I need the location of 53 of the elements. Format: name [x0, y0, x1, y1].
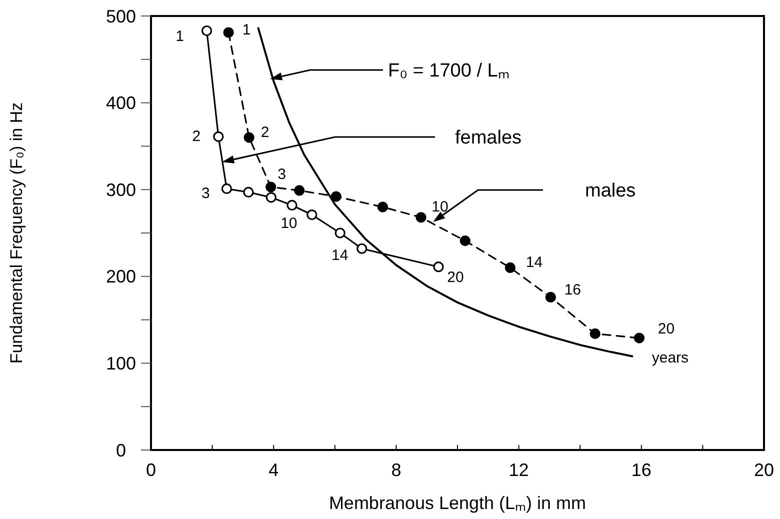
- annotation: 2: [260, 124, 270, 141]
- point: [433, 262, 444, 272]
- y-tick-label: 100: [106, 354, 136, 374]
- annotation: 3: [278, 166, 286, 184]
- point: [460, 236, 470, 246]
- point: [213, 131, 224, 142]
- point: [306, 209, 318, 220]
- y-axis-title: Fundamental Frequency (F₀) in Hz: [7, 102, 26, 364]
- point: [266, 182, 276, 192]
- point: [416, 212, 426, 223]
- annotation: 16: [564, 281, 582, 298]
- x-tick-label: 0: [146, 460, 156, 480]
- point: [294, 185, 305, 196]
- point: [504, 262, 516, 274]
- annotation: 1: [176, 28, 184, 46]
- x-tick-label: 8: [391, 460, 402, 480]
- annotation: 10: [432, 198, 448, 216]
- annotation: 3: [202, 184, 210, 202]
- annotation: males: [585, 180, 636, 202]
- point: [243, 186, 254, 198]
- x-tick-label: 12: [508, 460, 529, 480]
- annotation: 20: [658, 320, 675, 338]
- point: [221, 183, 232, 194]
- annotation: years: [652, 350, 689, 367]
- annotation: females: [455, 128, 522, 149]
- y-tick-label: 200: [106, 266, 136, 287]
- point: [244, 132, 254, 143]
- y-tick-label: 0: [116, 440, 126, 460]
- point: [590, 328, 600, 339]
- annotation: 20: [447, 269, 464, 286]
- y-tick-label: 400: [106, 93, 136, 114]
- point: [334, 228, 346, 238]
- y-tick-label: 500: [106, 6, 136, 26]
- x-tick-label: 4: [268, 460, 279, 480]
- annotation: 1: [242, 22, 251, 39]
- annotation: 2: [192, 128, 201, 145]
- x-tick-label: 16: [631, 460, 652, 480]
- point: [330, 191, 342, 202]
- point: [266, 192, 276, 203]
- point: [356, 243, 368, 254]
- x-axis-title: Membranous Length (Lₘ) in mm: [328, 493, 586, 513]
- point: [634, 332, 645, 344]
- annotation: 14: [332, 246, 348, 264]
- annotation: 14: [526, 254, 543, 271]
- point: [545, 292, 556, 303]
- annotation: 10: [280, 215, 298, 232]
- point: [223, 27, 234, 38]
- point: [286, 200, 298, 211]
- point: [377, 202, 388, 212]
- x-tick-label: 20: [754, 460, 774, 480]
- point: [201, 25, 212, 36]
- y-tick-label: 300: [106, 180, 136, 200]
- annotation: F₀ = 1700 / Lₘ: [388, 60, 510, 82]
